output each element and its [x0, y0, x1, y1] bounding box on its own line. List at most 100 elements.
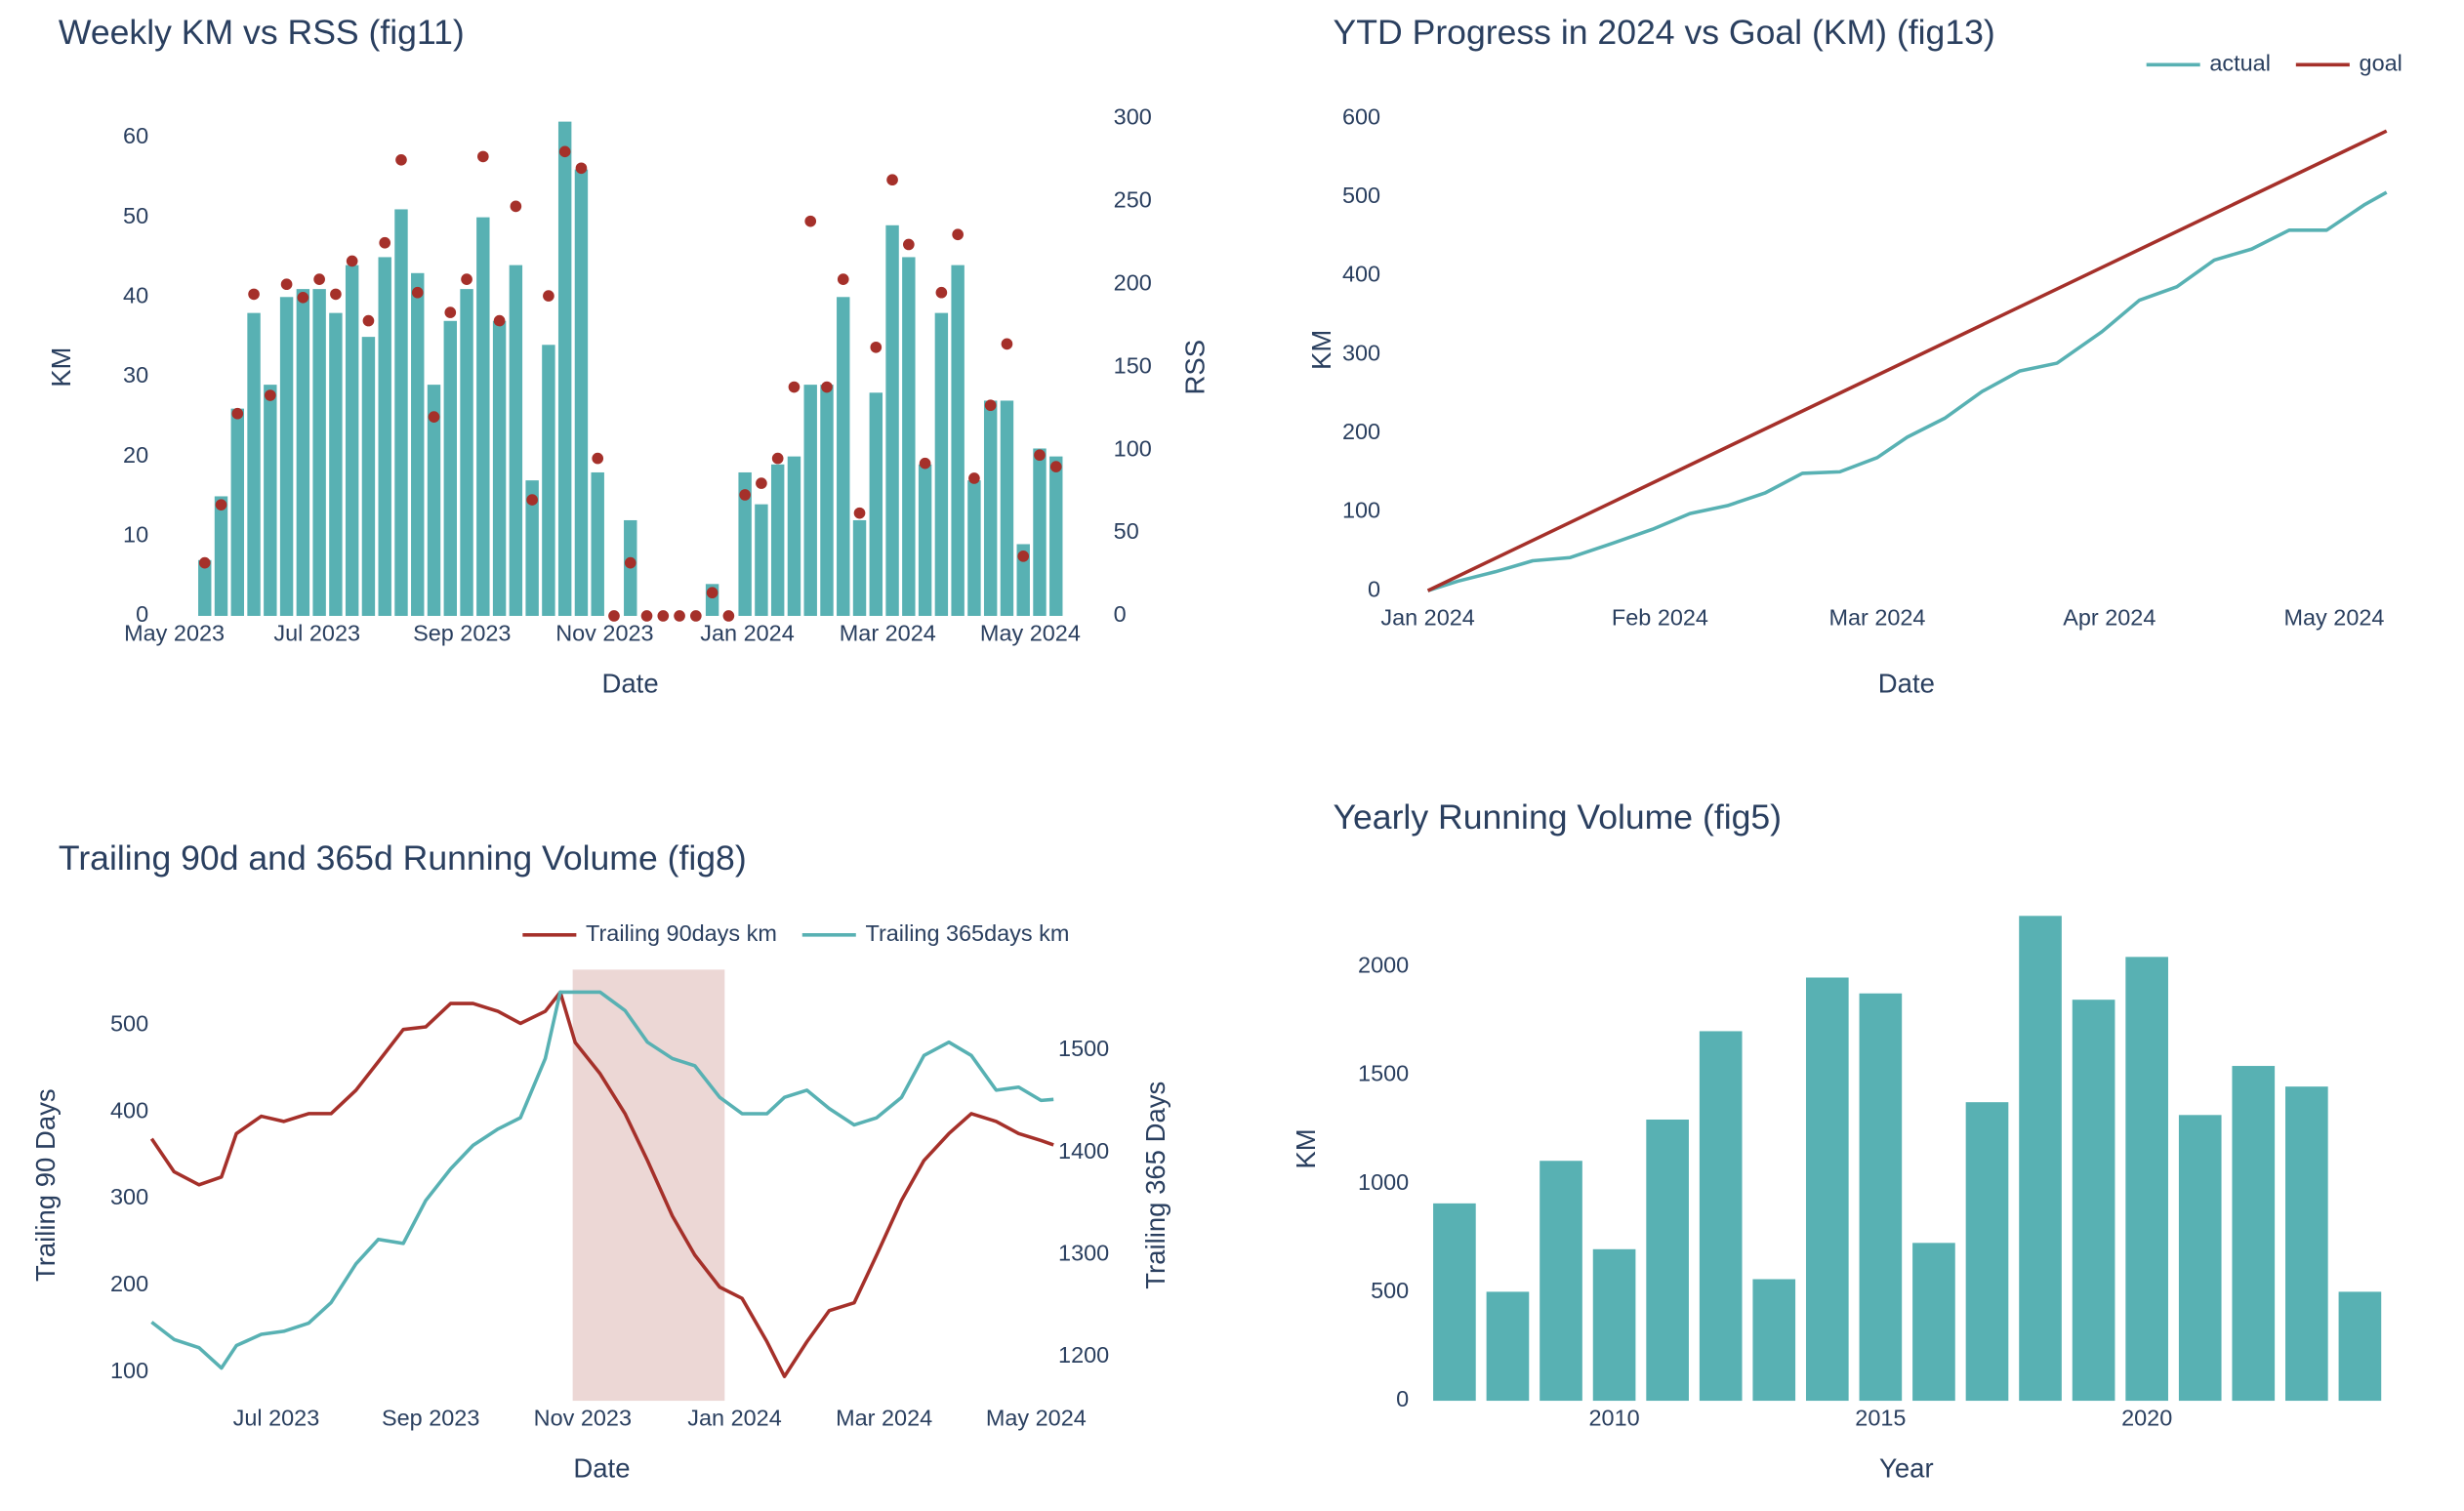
y-tick-label: 500 [1342, 183, 1380, 208]
bar [557, 121, 572, 616]
x-tick-label: May 2024 [980, 621, 1081, 646]
bar [1540, 1161, 1582, 1402]
y-tick-label: 200 [1342, 419, 1380, 444]
x-tick-label: Mar 2024 [840, 621, 936, 646]
bar [198, 559, 212, 616]
bar [837, 297, 850, 616]
rss-marker [313, 273, 325, 285]
x-tick-label: 2015 [1855, 1406, 1906, 1431]
rss-marker [493, 314, 506, 327]
x-axis-title: Date [602, 668, 659, 698]
bar [509, 265, 523, 616]
bar [574, 169, 589, 616]
y-tick-label: 500 [1371, 1278, 1409, 1303]
bar [755, 504, 768, 616]
rss-marker [379, 236, 391, 249]
bar [378, 257, 391, 616]
x-axis-title: Date [1878, 668, 1935, 698]
bar [1486, 1291, 1530, 1402]
bar [1033, 448, 1047, 616]
bar [296, 289, 310, 616]
bar [2178, 1115, 2222, 1402]
rss-marker [461, 273, 472, 285]
bar [2125, 957, 2168, 1402]
y2-tick-label: 150 [1114, 352, 1152, 378]
rss-marker [346, 255, 358, 267]
legend-label: Trailing 365days km [865, 920, 1069, 946]
x-tick-label: Feb 2024 [1612, 604, 1708, 630]
bar [1965, 1102, 2009, 1402]
x-tick-label: May 2023 [124, 621, 225, 646]
y2-tick-label: 1200 [1058, 1342, 1109, 1368]
bar [427, 385, 441, 616]
y-axis-title: KM [1291, 1128, 1321, 1168]
x-tick-label: 2010 [1589, 1406, 1640, 1431]
chart-title: Yearly Running Volume (fig5) [1334, 797, 1783, 837]
y-tick-label: 10 [123, 521, 148, 547]
highlight-region [572, 969, 725, 1402]
bar [279, 297, 294, 616]
bar [460, 289, 473, 616]
y-tick-label: 300 [1342, 340, 1380, 365]
rss-marker [1001, 338, 1013, 350]
rss-marker [640, 610, 653, 622]
rss-marker [821, 381, 833, 393]
bar [2338, 1291, 2382, 1402]
bar [951, 265, 965, 616]
y-tick-label: 0 [136, 601, 148, 627]
y2-tick-label: 0 [1114, 601, 1127, 627]
y2-tick-label: 100 [1114, 435, 1152, 461]
y-tick-label: 2000 [1358, 952, 1409, 977]
bar [345, 265, 359, 616]
x-tick-label: Mar 2024 [1828, 604, 1925, 630]
x-tick-label: Apr 2024 [2063, 604, 2156, 630]
rss-marker [984, 399, 997, 412]
rss-marker [575, 162, 588, 175]
bar [1592, 1248, 1636, 1402]
x-tick-label: Sep 2023 [413, 621, 511, 646]
rss-marker [362, 314, 375, 327]
bar [803, 385, 817, 616]
bar [591, 471, 604, 616]
rss-marker [935, 286, 948, 299]
rss-marker [477, 150, 489, 163]
rss-marker [968, 472, 980, 484]
y-axis-title: KM [46, 347, 76, 388]
bar [394, 209, 408, 616]
bar [525, 480, 539, 616]
y-tick-label: 0 [1396, 1386, 1409, 1411]
y-tick-label: 0 [1368, 576, 1380, 601]
x-tick-label: Jan 2024 [687, 1406, 781, 1431]
bar [214, 496, 228, 616]
rss-marker [657, 610, 670, 622]
bar [361, 337, 376, 616]
x-tick-label: Jan 2024 [700, 621, 794, 646]
rss-marker [837, 273, 849, 285]
rss-marker [215, 499, 227, 510]
y-tick-label: 100 [1342, 498, 1380, 523]
rss-marker [886, 174, 898, 186]
rss-marker [1049, 461, 1062, 472]
rss-marker [198, 556, 211, 569]
bar [1752, 1279, 1796, 1402]
line [1426, 129, 2388, 592]
bar [247, 312, 261, 616]
y2-tick-label: 200 [1114, 269, 1152, 295]
bar [885, 225, 899, 616]
legend-label: Trailing 90days km [586, 920, 777, 946]
rss-marker [543, 290, 554, 302]
rss-marker [624, 556, 637, 569]
bar [2285, 1086, 2328, 1402]
x-tick-label: Jan 2024 [1380, 604, 1474, 630]
chart-title: YTD Progress in 2024 vs Goal (KM) (fig13… [1334, 13, 1995, 52]
bar [1433, 1203, 1476, 1402]
bar [1805, 977, 1849, 1402]
bar [869, 392, 883, 616]
bar [2019, 916, 2062, 1402]
rss-marker [706, 587, 719, 599]
rss-marker [280, 278, 293, 291]
y2-tick-label: 300 [1114, 104, 1152, 130]
y-axis-title: Trailing 90 Days [30, 1088, 61, 1282]
